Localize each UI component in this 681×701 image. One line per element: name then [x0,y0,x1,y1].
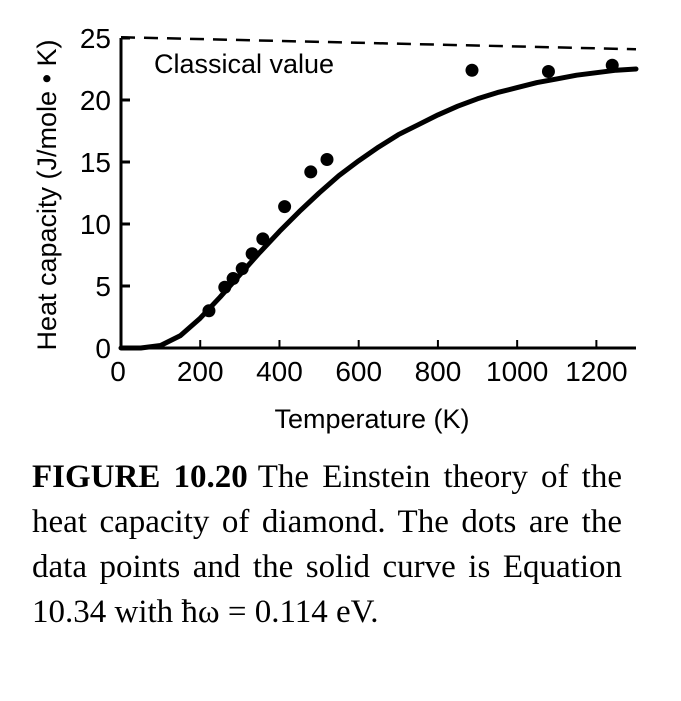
y-tick-label: 0 [95,333,111,364]
data-point [278,200,292,214]
y-tick-label: 5 [95,271,111,302]
x-axis-title: Temperature (K) [274,404,469,434]
data-point [218,280,232,294]
x-tick-label: 600 [335,356,382,387]
caption-text: The Einstein theory of the heat capacity… [32,459,622,630]
x-tick-label: 1000 [486,356,548,387]
figure-label: FIGURE 10.20 [32,459,248,495]
data-point [235,262,249,276]
x-tick-label: 800 [415,356,462,387]
classical-value-label: Classical value [154,49,334,79]
data-point [320,153,334,167]
data-point [245,247,259,261]
data-point [226,272,240,286]
data-point [256,232,270,246]
heat-capacity-chart: 0 5 10 15 20 25 0 200 400 600 800 1000 1200 Classic… [32,23,639,434]
x-tick-label: 400 [256,356,303,387]
x-tick-label: 200 [177,356,224,387]
data-point [304,165,318,179]
y-tick-label: 20 [80,85,111,116]
data-point [605,58,619,72]
einstein-curve [118,66,639,351]
classical-value-line [120,35,637,51]
data-points [202,58,619,318]
y-axis-title: Heat capacity (J/mole • K) [32,39,62,350]
figure-caption: FIGURE 10.20 The Einstein theory of the h… [32,455,622,635]
data-point [202,304,216,318]
data-point [465,63,479,77]
plot-area: 0 5 10 15 20 25 0 200 400 600 800 1000 1200 Classic… [80,23,639,387]
y-tick-label: 25 [80,23,111,54]
data-point [541,64,555,78]
y-axis-ticks: 0 5 10 15 20 25 [80,23,130,364]
x-tick-label: 0 [110,356,126,387]
y-tick-label: 15 [80,147,111,178]
x-tick-label: 1200 [565,356,627,387]
x-axis-ticks: 0 200 400 600 800 1000 1200 [110,340,628,387]
y-tick-label: 10 [80,209,111,240]
